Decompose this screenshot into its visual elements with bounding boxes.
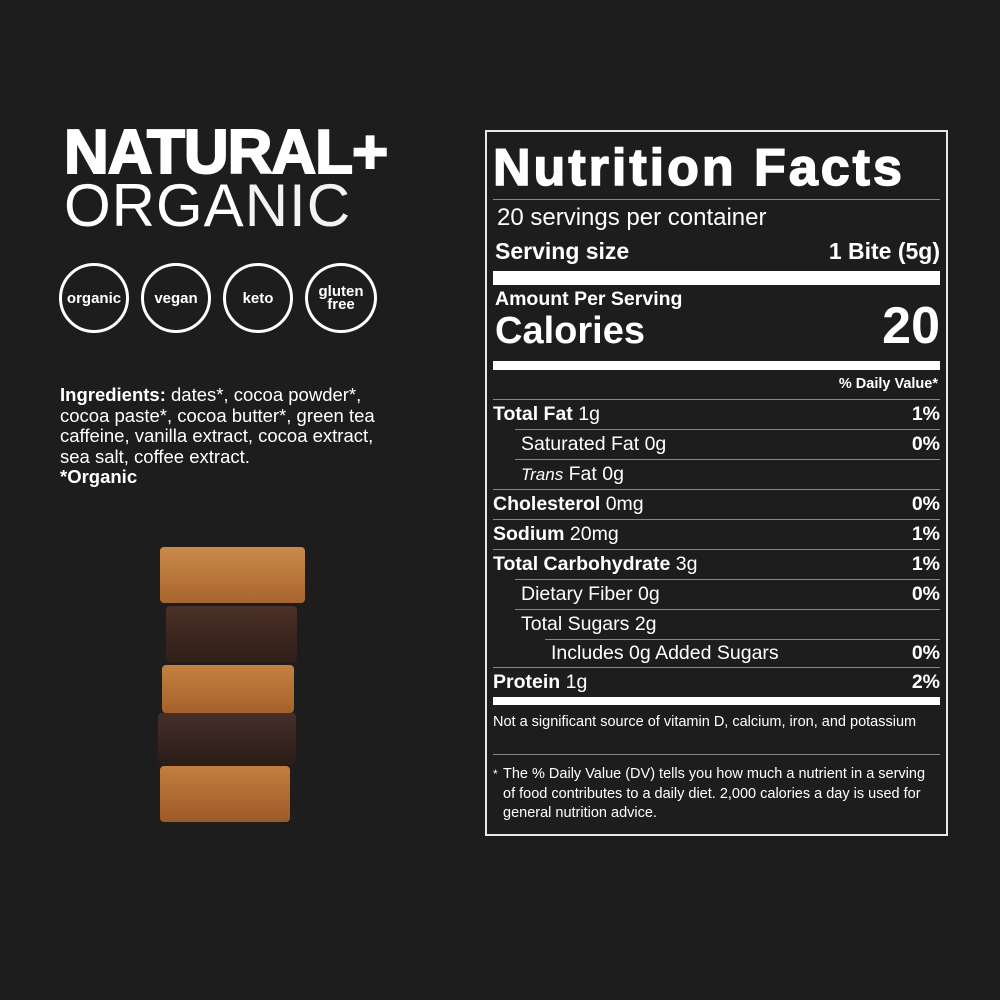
- nutrient-row: Cholesterol 0mg 0%: [493, 489, 940, 519]
- nutrient-row: Dietary Fiber 0g 0%: [515, 579, 940, 609]
- footnote-star: *: [493, 767, 498, 781]
- nutrient-name: Includes 0g Added Sugars: [551, 642, 779, 664]
- nutrient-daily-value: 0%: [911, 493, 940, 515]
- nutrient-name: Total Sugars 2g: [521, 613, 657, 635]
- nutrient-name: Sodium 20mg: [493, 523, 619, 545]
- gluten-free-badge-icon: gluten free: [305, 263, 377, 333]
- nutrient-row: Trans Fat 0g: [515, 459, 940, 489]
- daily-value-footnote: * The % Daily Value (DV) tells you how mu…: [493, 765, 928, 824]
- bite-dark: [158, 713, 296, 765]
- nutrition-title: Nutrition Facts: [492, 138, 905, 198]
- ingredients-label: Ingredients:: [60, 384, 166, 405]
- bite-dark: [166, 606, 297, 663]
- bite-light: [162, 665, 294, 713]
- nutrient-daily-value: 1%: [911, 403, 940, 425]
- nutrient-row: Protein 1g 2%: [493, 667, 940, 697]
- calories-value: 20: [882, 297, 940, 355]
- nutrient-row: Total Sugars 2g: [515, 609, 940, 639]
- headline-organic-bold: ORGA: [64, 172, 245, 239]
- organic-note: *Organic: [60, 466, 138, 487]
- serving-size-value: 1 Bite (5g): [828, 238, 940, 264]
- nutrient-row: Includes 0g Added Sugars 0%: [545, 639, 940, 667]
- amount-per-serving: Amount Per Serving: [495, 288, 683, 310]
- nutrient-name: Dietary Fiber 0g: [521, 583, 660, 605]
- nutrient-name: Total Fat 1g: [493, 403, 600, 425]
- nutrient-row: Sodium 20mg 1%: [493, 519, 940, 549]
- headline-natural: NATURAL+: [63, 118, 389, 187]
- nutrient-name: Saturated Fat 0g: [521, 433, 667, 455]
- nutrient-daily-value: 0%: [911, 642, 940, 664]
- bite-light: [160, 766, 290, 822]
- calories-label: Calories: [495, 310, 645, 352]
- servings-per-container: 20 servings per container: [497, 204, 767, 231]
- daily-value-header: % Daily Value*: [838, 376, 938, 392]
- nutrient-daily-value: 0%: [911, 433, 940, 455]
- bite-light: [160, 547, 305, 603]
- headline-organic-thin: NIC: [244, 172, 352, 239]
- footnote-text: The % Daily Value (DV) tells you how muc…: [503, 766, 926, 821]
- ingredients: Ingredients: dates*, cocoa powder*, coco…: [60, 384, 400, 488]
- headline-organic: ORGANIC: [64, 176, 351, 236]
- ingredients-text: dates*, cocoa powder*, cocoa paste*, coc…: [60, 384, 375, 467]
- nutrition-facts-label: Nutrition Facts 20 servings per containe…: [485, 130, 948, 836]
- nutrient-name: Cholesterol 0mg: [493, 493, 644, 515]
- serving-size-label: Serving size: [495, 238, 630, 264]
- nutrient-row: Total Carbohydrate 3g 1%: [493, 549, 940, 579]
- keto-badge-icon: keto: [223, 263, 293, 333]
- nutrient-daily-value: 1%: [911, 553, 940, 575]
- nutrient-daily-value: 1%: [911, 523, 940, 545]
- nutrient-daily-value: 2%: [911, 671, 940, 693]
- nutrient-name: Trans Fat 0g: [521, 463, 624, 485]
- nutrient-name: Total Carbohydrate 3g: [493, 553, 698, 575]
- nutrient-row: Total Fat 1g 1%: [493, 399, 940, 429]
- vitamins-note: Not a significant source of vitamin D, c…: [493, 714, 917, 730]
- nutrient-name: Protein 1g: [493, 671, 588, 693]
- nutrient-row: Saturated Fat 0g 0%: [515, 429, 940, 459]
- vegan-badge-icon: vegan: [141, 263, 211, 333]
- organic-badge-icon: organic: [59, 263, 129, 333]
- nutrient-daily-value: 0%: [911, 583, 940, 605]
